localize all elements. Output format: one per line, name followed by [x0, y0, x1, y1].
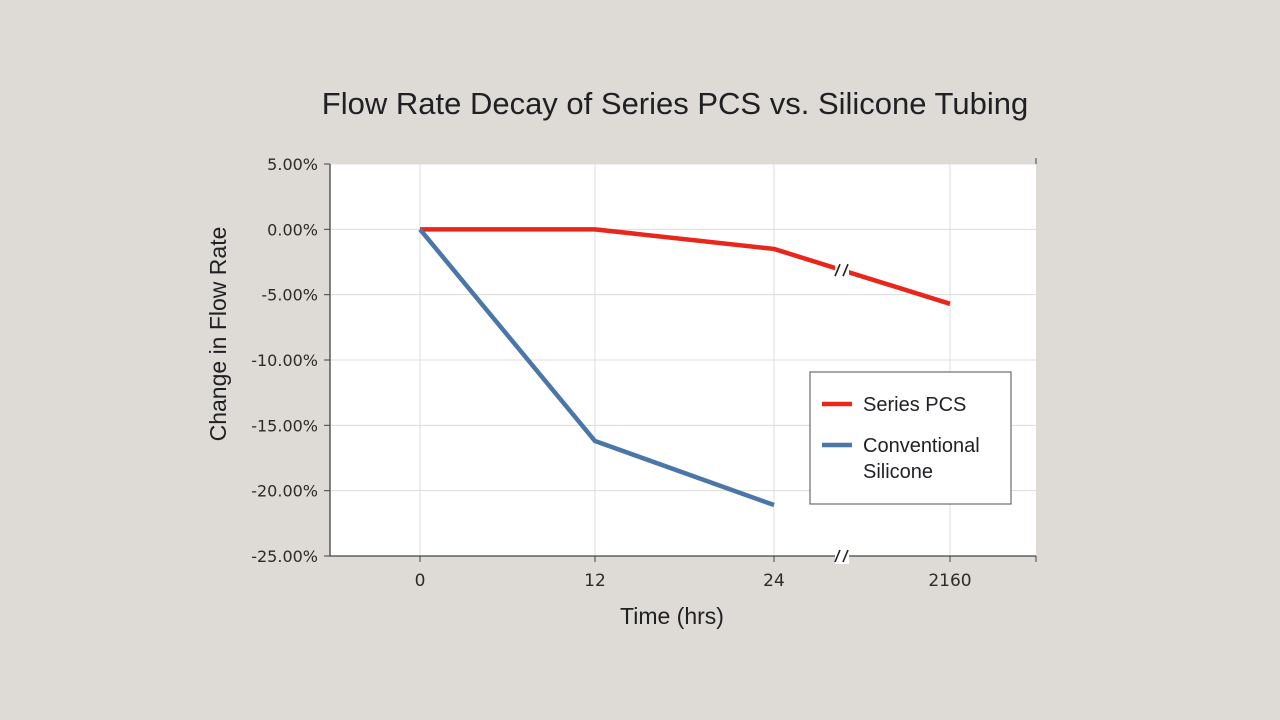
- y-axis-label: Change in Flow Rate: [205, 227, 231, 442]
- x-axis-break-marker: [834, 548, 849, 564]
- y-tick-label: -25.00%: [251, 547, 318, 566]
- break-slash: [834, 263, 841, 277]
- legend: Series PCS Conventional Silicone: [809, 371, 1012, 505]
- y-tick-label: 5.00%: [267, 155, 318, 174]
- y-tick-label: 0.00%: [267, 220, 318, 239]
- legend-label-1: Series PCS: [863, 394, 966, 416]
- axes: [324, 158, 1037, 562]
- y-tick-labels: 5.00% 0.00% -5.00% -10.00% -15.00% -20.00% -25…: [251, 155, 318, 566]
- y-tick-label: -15.00%: [251, 416, 318, 435]
- series-line-1: [420, 227, 951, 306]
- x-tick-label: 24: [763, 571, 785, 591]
- legend-label-2: Silicone: [863, 461, 933, 483]
- axis-breaks: [834, 262, 849, 564]
- break-slash: [842, 263, 849, 277]
- break-slash: [842, 549, 849, 563]
- x-tick-label: 0: [415, 571, 426, 591]
- series-lines: [418, 227, 951, 508]
- series-break-marker: [834, 262, 849, 279]
- y-tick-label: -20.00%: [251, 482, 318, 501]
- x-tick-label: 12: [584, 571, 606, 591]
- x-tick-labels: 0 12 24 2160: [415, 571, 972, 591]
- y-tick-label: -5.00%: [261, 286, 318, 305]
- legend-box: [809, 371, 1012, 505]
- legend-label-2: Conventional: [863, 435, 980, 457]
- x-axis-label: Time (hrs): [620, 603, 724, 629]
- x-tick-label: 2160: [928, 571, 971, 591]
- chart-title: Flow Rate Decay of Series PCS vs. Silico…: [321, 86, 1029, 121]
- break-slash: [834, 549, 841, 563]
- y-tick-label: -10.00%: [251, 351, 318, 370]
